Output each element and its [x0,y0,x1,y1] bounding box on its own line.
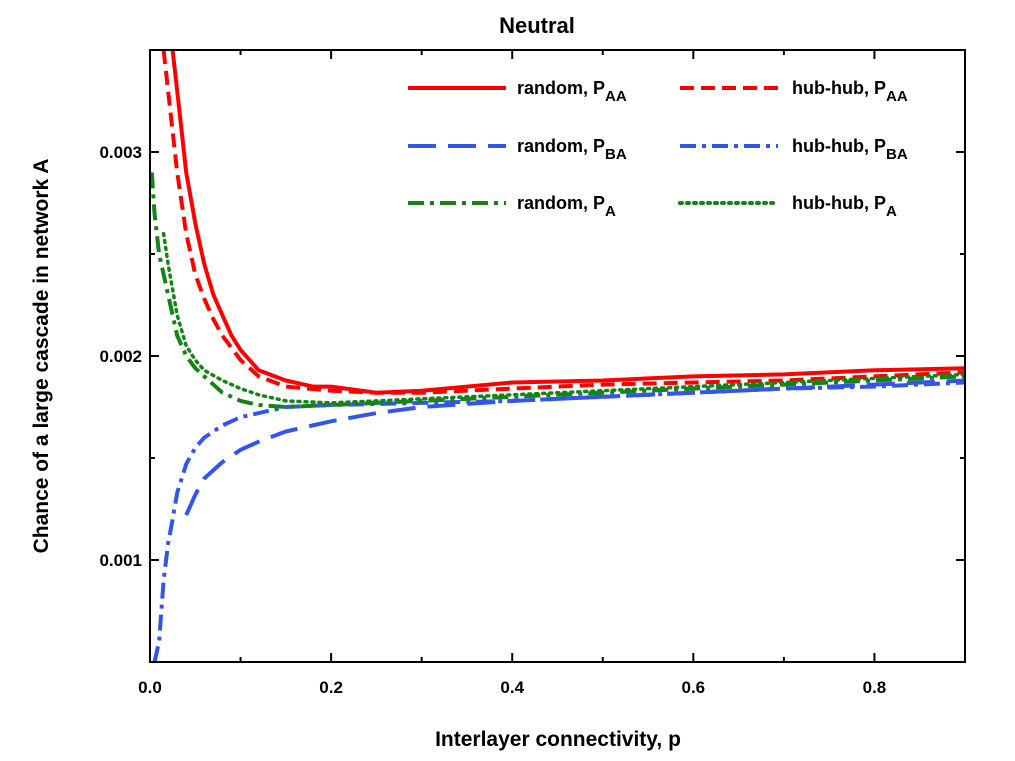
legend: random, PAA hub-hub, PAA random, PBA hub-hu… [408,78,908,220]
legend-label-random-pa: random, PA [517,193,616,220]
legend-label-hubhub-paa: hub-hub, PAA [792,78,908,105]
series-line-random-pba [184,378,965,516]
legend-label-hubhub-pba: hub-hub, PBA [792,136,908,163]
x-axis-label: Interlayer connectivity, p [435,728,681,751]
x-tick-label: 0.2 [319,678,343,697]
series-line-random-paa [170,50,965,395]
series-layer [150,50,965,662]
series-line-hubhub-pa [161,231,965,405]
chart-title: Neutral [499,13,575,38]
y-tick-label: 0.002 [99,347,142,366]
y-tick-label: 0.003 [99,143,142,162]
legend-label-hubhub-pa: hub-hub, PA [792,193,897,220]
y-tick-label: 0.001 [99,551,142,570]
legend-label-random-paa: random, PAA [517,78,627,105]
series-line-hubhub-pba [152,380,965,662]
axis-layer: 0.0 0.2 0.4 0.6 0.8 0.001 0.002 0.003 [99,50,966,697]
x-tick-label: 0.4 [500,678,524,697]
legend-label-random-pba: random, PBA [517,136,627,163]
x-tick-label: 0.8 [863,678,887,697]
series-line-hubhub-paa [161,50,965,395]
x-tick-label: 0.0 [138,678,162,697]
y-axis-label: Chance of a large cascade in network A [30,159,53,554]
x-tick-label: 0.6 [682,678,706,697]
series-line-random-pa [150,172,965,409]
